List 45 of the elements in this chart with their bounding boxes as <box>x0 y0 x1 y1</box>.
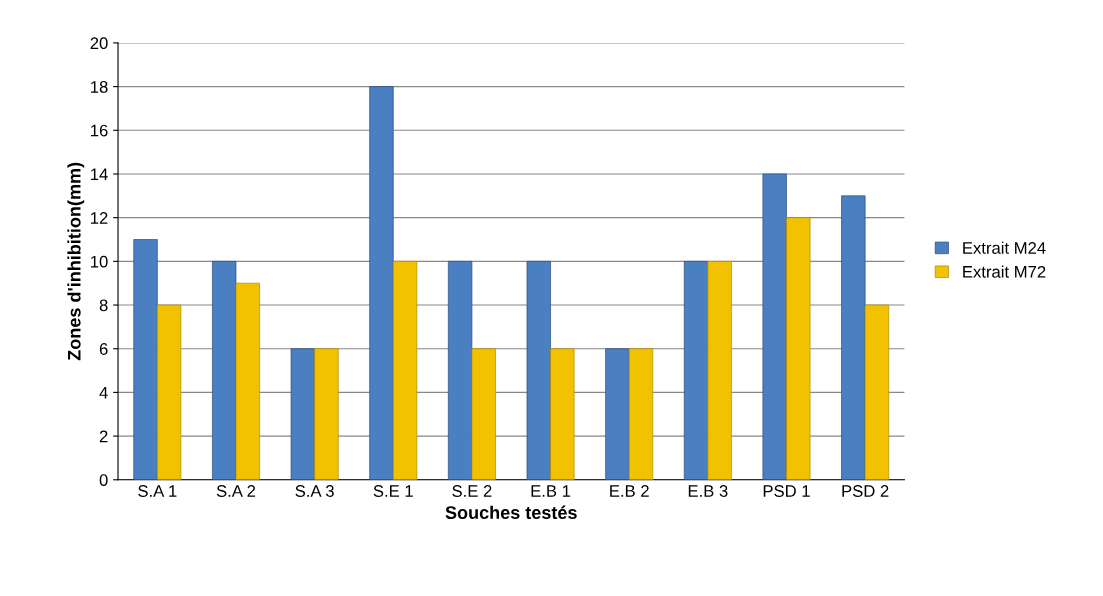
y-tick-label: 4 <box>99 386 108 399</box>
y-tick-label: 20 <box>90 37 108 50</box>
y-tick-label: 16 <box>91 124 108 137</box>
x-tick-label: E.B 3 <box>688 485 728 497</box>
bar <box>841 195 866 480</box>
bar <box>471 348 496 480</box>
bar <box>235 282 260 480</box>
y-tick-label: 18 <box>91 81 108 93</box>
x-tick-label: E.B 2 <box>610 485 649 497</box>
bar <box>133 239 158 480</box>
x-tick-label: S.A 2 <box>216 485 256 497</box>
x-tick-label: PSD 1 <box>763 485 810 497</box>
bar <box>786 217 811 480</box>
bar <box>526 261 551 480</box>
y-tick-label: 2 <box>99 430 108 443</box>
legend-label: Extrait M24 <box>963 241 1046 254</box>
y-tick-label: 14 <box>91 168 108 181</box>
x-tick-label: E.B 1 <box>531 485 571 497</box>
bar <box>864 304 890 480</box>
x-tick-label: PSD 2 <box>842 485 889 497</box>
y-tick-label: 6 <box>99 343 108 355</box>
x-axis-title: Souches testés <box>445 505 577 519</box>
y-axis-title: Zones d'inhibition(mm) <box>67 162 85 361</box>
bar <box>550 348 575 480</box>
x-tick-label: S.E 1 <box>373 485 413 497</box>
bar <box>392 261 418 480</box>
bar <box>156 304 182 480</box>
x-tick-label: S.E 2 <box>452 485 492 497</box>
bar <box>369 86 394 480</box>
y-tick-label: 0 <box>99 474 108 486</box>
bar <box>314 348 339 480</box>
bar <box>212 261 237 480</box>
y-tick-label: 8 <box>99 299 108 312</box>
bar <box>605 348 630 480</box>
bar <box>683 261 709 480</box>
x-tick-label: S.A 3 <box>295 485 334 497</box>
y-tick-label: 10 <box>91 255 108 268</box>
bar <box>707 261 732 480</box>
bar <box>447 261 473 480</box>
bar <box>762 173 787 480</box>
bar <box>290 348 315 480</box>
legend-label: Extrait M72 <box>963 265 1046 278</box>
bar <box>628 348 654 480</box>
x-tick-label: S.A 1 <box>138 485 177 497</box>
y-tick-label: 12 <box>91 212 108 224</box>
